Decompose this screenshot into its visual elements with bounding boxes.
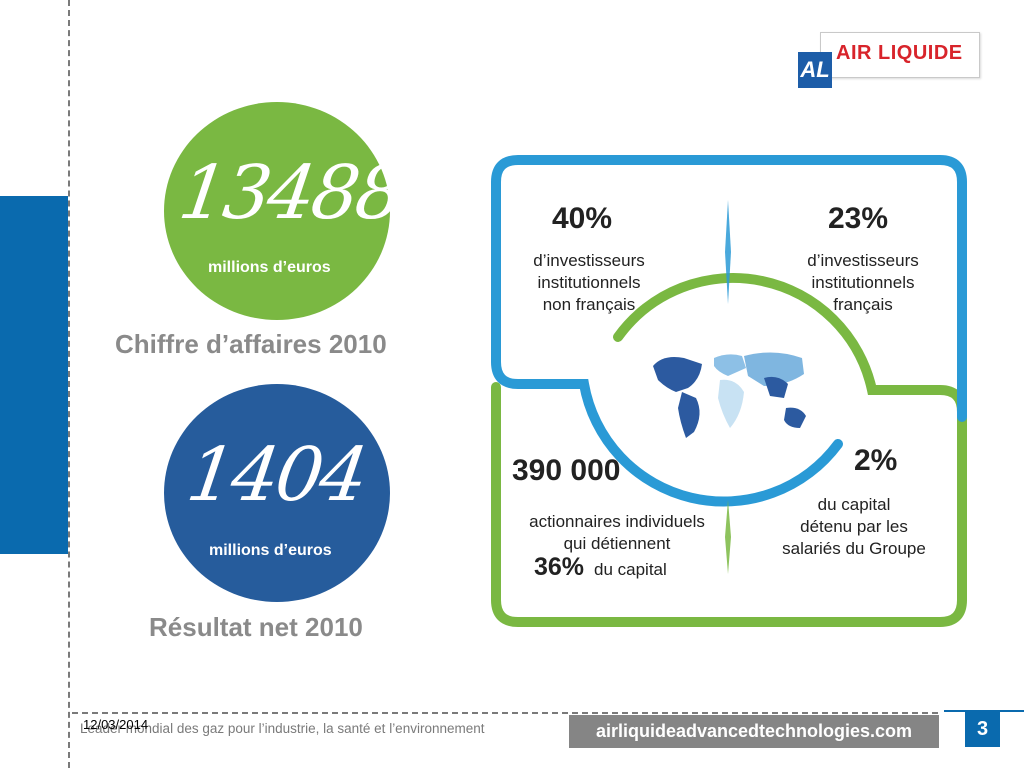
logo-mark-icon: AL [798,52,832,88]
q4-line: salariés du Groupe [782,539,926,558]
q1-line: non français [542,295,636,314]
q2-percent: 23% [828,202,889,235]
q2-description: d’investisseurs institutionnels français [780,250,946,316]
world-map-icon [653,352,806,438]
q1-line: d’investisseurs [533,251,645,270]
q4-percent: 2% [854,444,898,477]
logo-frame [820,32,980,78]
left-blue-band [0,196,68,554]
revenue-value: 13488 [173,150,407,236]
q3-line: actionnaires individuels [529,512,705,531]
q1-percent: 40% [552,202,613,235]
q3-description: actionnaires individuels qui détiennent [508,511,726,555]
shareholder-graphic: 40% d’investisseurs institutionnels non … [488,152,968,630]
net-income-caption: Résultat net 2010 [149,612,363,642]
q2-line: d’investisseurs [807,251,919,270]
revenue-caption: Chiffre d’affaires 2010 [115,329,387,359]
q1-line: institutionnels [537,273,641,292]
q3-percent: 36% [534,553,585,581]
q2-line: français [833,295,893,314]
net-income-circle [164,384,390,602]
air-liquide-logo: AIR LIQUIDE AL [798,32,980,90]
footer-dashed-rule [72,712,938,714]
q3-suffix: du capital [594,560,667,579]
q4-line: détenu par les [800,517,908,536]
q3-line: qui détiennent [563,534,671,553]
website-url[interactable]: airliquideadvancedtechnologies.com [569,715,939,748]
q1-description: d’investisseurs institutionnels non fran… [506,250,672,316]
revenue-circle [164,102,390,320]
revenue-unit: millions d’euros [208,259,331,276]
q4-description: du capital détenu par les salariés du Gr… [766,494,942,560]
footer-tagline: Leader mondial des gaz pour l’industrie,… [80,721,485,736]
q4-line: du capital [817,495,891,514]
shareholder-frame-diagram [491,155,967,627]
q2-line: institutionnels [811,273,915,292]
page-number: 3 [965,711,1000,747]
q3-count: 390 000 [512,454,621,487]
footer-date: 12/03/2014 [83,717,149,732]
left-dashed-rule [68,0,70,768]
net-income-value: 1404 [181,432,371,518]
net-income-unit: millions d’euros [209,542,332,559]
logo-text: AIR LIQUIDE [836,42,963,64]
